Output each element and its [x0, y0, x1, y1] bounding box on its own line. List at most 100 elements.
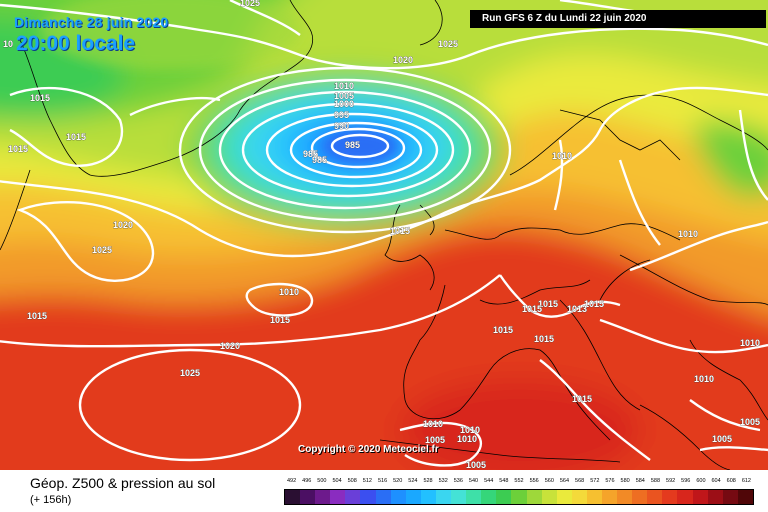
isobar-label: 1005	[740, 417, 760, 427]
isobar-label: 1005	[334, 91, 354, 101]
isobar-label: 985	[303, 149, 318, 159]
isobar-label: 1005	[425, 435, 445, 445]
isobar-label: 1025	[180, 368, 200, 378]
color-scale-swatch	[707, 490, 723, 504]
color-scale-tick: 612	[741, 478, 751, 484]
color-scale-swatch	[375, 490, 391, 504]
coastlines	[0, 0, 768, 470]
color-scale-tick: 504	[332, 478, 342, 484]
weather-map: 1025 1025 1020 10 1015 1015 1015 1010 1005 1000 99…	[0, 0, 768, 470]
isobar-label: 1010	[694, 374, 714, 384]
isobar-label: 1010	[457, 434, 477, 444]
color-scale-tick: 584	[635, 478, 645, 484]
isobar-label: 1010	[460, 425, 480, 435]
isobar-label: 10	[3, 39, 13, 49]
color-scale-tick: 540	[468, 478, 479, 484]
color-scale-tick: 544	[484, 478, 494, 484]
color-scale-tick: 596	[681, 478, 691, 484]
color-scale-tick: 576	[605, 478, 615, 484]
color-scale-tick: 524	[408, 478, 418, 484]
isobar-label: 1020	[220, 341, 240, 351]
forecast-day: Dimanche 28 juin 2020	[14, 14, 169, 30]
isobar-label: 1015	[534, 334, 554, 344]
color-scale-ticks: 492 496 500 504 508 512 516 520 524 528 532 536 540 5…	[284, 478, 754, 488]
color-scale-swatch	[541, 490, 557, 504]
isobar-label: 1015	[27, 311, 47, 321]
legend-subtitle: (+ 156h)	[30, 494, 72, 506]
color-scale-tick: 512	[362, 478, 372, 484]
color-scale-tick: 532	[438, 478, 448, 484]
color-scale-swatch	[420, 490, 436, 504]
color-scale-swatch	[315, 490, 331, 504]
isobar-label: 1025	[92, 245, 112, 255]
isobar-label: 985	[345, 140, 360, 150]
color-scale-swatch	[692, 490, 708, 504]
color-scale-swatch	[662, 490, 678, 504]
color-scale-swatch	[496, 490, 512, 504]
isobar-label: 1010	[740, 338, 760, 348]
color-scale-swatch	[435, 490, 452, 504]
isobar-label: 1000	[334, 99, 354, 109]
color-scale-tick: 580	[620, 478, 630, 484]
legend-title: Géop. Z500 & pression au sol	[30, 475, 216, 491]
isobar-label: 1015	[390, 226, 410, 236]
color-scale-swatch	[601, 490, 618, 504]
color-scale-swatch	[330, 490, 346, 504]
isobar-label: 1013	[567, 304, 587, 314]
color-scale-swatch	[285, 490, 301, 504]
color-scale-swatch	[586, 490, 602, 504]
isobar-label: 1005	[712, 434, 732, 444]
isobar-label: 990	[334, 121, 349, 131]
isobar-label: 1005	[466, 460, 486, 470]
color-scale-tick: 560	[544, 478, 554, 484]
color-scale-tick: 568	[575, 478, 585, 484]
color-scale-swatch	[526, 490, 542, 504]
isobar-label: 1010	[334, 81, 354, 91]
color-scale-tick: 500	[317, 478, 327, 484]
isobar-label: 1020	[393, 55, 413, 65]
isobar-label: 1015	[493, 325, 513, 335]
color-scale-swatch	[360, 490, 376, 504]
color-scale-swatch	[451, 490, 467, 504]
color-scale: 492 496 500 504 508 512 516 520 524 528 532 536 540 5…	[284, 478, 754, 508]
isobar-label: 1015	[572, 394, 592, 404]
isobar-label: 1015	[8, 144, 28, 154]
color-scale-swatch	[466, 490, 482, 504]
isobar-label: 1015	[522, 304, 542, 314]
color-scale-swatch	[345, 490, 361, 504]
color-scale-tick: 552	[514, 478, 524, 484]
isobar-label: 1010	[423, 419, 443, 429]
color-scale-tick: 548	[499, 478, 509, 484]
color-scale-tick: 604	[711, 478, 721, 484]
isobar-label: 1010	[678, 229, 698, 239]
color-scale-tick: 608	[726, 478, 736, 484]
color-scale-tick: 528	[423, 478, 433, 484]
color-scale-tick: 496	[302, 478, 312, 484]
color-scale-swatch	[617, 490, 633, 504]
run-info-banner: Run GFS 6 Z du Lundi 22 juin 2020	[470, 10, 766, 28]
color-scale-swatch	[556, 490, 572, 504]
legend-footer: Géop. Z500 & pression au sol (+ 156h) 49…	[0, 470, 768, 512]
color-scale-tick: 556	[529, 478, 539, 484]
isobar-label: 1010	[552, 151, 572, 161]
color-scale-tick: 520	[393, 478, 403, 484]
isobar-label: 1015	[66, 132, 86, 142]
isobar-label: 995	[334, 110, 349, 120]
color-scale-swatch	[722, 490, 738, 504]
isobar-labels: 1025102510201010151015101510101005100099…	[3, 0, 761, 470]
isobar-label: 985	[312, 155, 327, 165]
color-scale-tick: 588	[650, 478, 661, 484]
isobars	[0, 0, 768, 465]
isobar-label: 1010	[279, 287, 299, 297]
color-scale-swatch	[737, 490, 753, 504]
copyright-text: Copyright © 2020 Meteociel.fr	[298, 444, 439, 455]
color-scale-tick: 492	[286, 478, 297, 484]
isobar-label: 1015	[584, 299, 604, 309]
color-scale-tick: 572	[590, 478, 600, 484]
color-scale-swatch	[511, 490, 527, 504]
color-scale-tick: 536	[453, 478, 463, 484]
forecast-time: 20:00 locale	[16, 32, 136, 55]
color-scale-bar	[284, 489, 754, 505]
color-scale-swatch	[632, 490, 648, 504]
color-scale-swatch	[677, 490, 693, 504]
